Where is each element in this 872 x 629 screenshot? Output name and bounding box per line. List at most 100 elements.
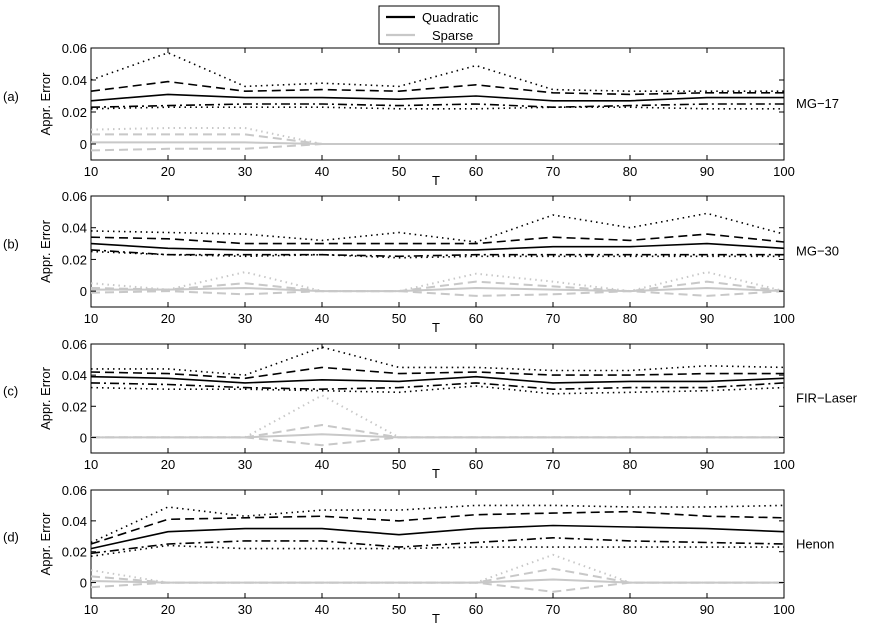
series-sparse-dotted-5 xyxy=(90,553,784,584)
series-quadratic-dotted-4 xyxy=(90,106,784,110)
legend-label-sparse: Sparse xyxy=(432,28,473,43)
y-tick-label: 0.02 xyxy=(62,399,87,414)
x-tick-label: 50 xyxy=(392,164,406,179)
y-axis-label: Appr. Error xyxy=(38,72,53,136)
y-tick-label: 0.04 xyxy=(62,73,87,88)
y-tick-label: 0.06 xyxy=(62,483,87,498)
x-tick-label: 100 xyxy=(773,311,795,326)
series-quadratic-solid-2 xyxy=(90,375,785,384)
dataset-label: MG−30 xyxy=(796,244,839,259)
series-quadratic-dashdot-3 xyxy=(90,103,784,108)
panel-label: (d) xyxy=(3,529,19,544)
x-axis-label: T xyxy=(432,320,440,335)
dataset-label: FIR−Laser xyxy=(796,391,858,406)
x-tick-label: 60 xyxy=(469,164,483,179)
x-tick-label: 30 xyxy=(238,311,252,326)
legend-box xyxy=(378,5,500,45)
x-tick-label: 50 xyxy=(392,311,406,326)
x-tick-label: 20 xyxy=(161,164,175,179)
x-axis-label: T xyxy=(432,466,440,481)
series-quadratic-dotted-4 xyxy=(90,250,784,259)
y-axis-label: Appr. Error xyxy=(38,219,53,283)
plot-frame xyxy=(90,343,785,454)
x-tick-label: 50 xyxy=(392,457,406,472)
y-tick-label: 0.02 xyxy=(62,105,87,120)
plot-frame xyxy=(90,47,785,161)
x-tick-label: 100 xyxy=(773,164,795,179)
legend: Quadratic Sparse xyxy=(378,5,500,45)
series-quadratic-dashdot-3 xyxy=(90,249,784,258)
series-sparse-dotted-5 xyxy=(91,394,784,439)
x-tick-label: 40 xyxy=(315,164,329,179)
series-quadratic-dashed-1 xyxy=(90,233,785,245)
x-tick-label: 80 xyxy=(623,457,637,472)
series-quadratic-dashdot-3 xyxy=(90,536,785,555)
y-tick-label: 0.04 xyxy=(62,368,87,383)
series-sparse-dashed-8 xyxy=(90,143,784,152)
series-quadratic-solid-2 xyxy=(90,93,784,102)
x-tick-label: 70 xyxy=(546,602,560,617)
y-tick-label: 0 xyxy=(80,576,87,591)
series-sparse-dotted-5 xyxy=(90,127,784,145)
x-tick-label: 10 xyxy=(84,164,98,179)
x-tick-label: 70 xyxy=(546,311,560,326)
dataset-label: Henon xyxy=(796,536,834,551)
series-sparse-dashed-6 xyxy=(91,424,784,439)
x-tick-label: 10 xyxy=(84,311,98,326)
legend-label-quadratic: Quadratic xyxy=(422,10,479,25)
x-tick-label: 30 xyxy=(238,457,252,472)
x-tick-label: 30 xyxy=(238,602,252,617)
x-tick-label: 20 xyxy=(161,457,175,472)
y-tick-label: 0.04 xyxy=(62,221,87,236)
x-tick-label: 40 xyxy=(315,311,329,326)
x-tick-label: 90 xyxy=(700,457,714,472)
y-axis-label: Appr. Error xyxy=(38,366,53,430)
x-tick-label: 20 xyxy=(161,311,175,326)
x-tick-label: 60 xyxy=(469,457,483,472)
y-tick-label: 0 xyxy=(80,284,87,299)
series-quadratic-solid-2 xyxy=(90,242,785,251)
x-tick-label: 70 xyxy=(546,164,560,179)
series-quadratic-dashed-1 xyxy=(90,510,785,545)
panel-label: (a) xyxy=(3,89,19,104)
series-quadratic-dotted-0 xyxy=(90,212,785,243)
x-tick-label: 70 xyxy=(546,457,560,472)
series-sparse-dashed-8 xyxy=(90,581,784,593)
panel-d: 10 20 30 40 50 60 70 80 90 100 0 0.02 0.04 0.06 Appr. … xyxy=(3,483,834,626)
y-tick-label: 0.02 xyxy=(62,252,87,267)
y-axis-label: Appr. Error xyxy=(38,512,53,576)
dataset-label: MG−17 xyxy=(796,96,839,111)
x-axis-label: T xyxy=(432,173,440,188)
y-tick-label: 0.06 xyxy=(62,41,87,56)
series-sparse-dashed-8 xyxy=(91,436,784,447)
x-tick-label: 50 xyxy=(392,602,406,617)
x-tick-label: 90 xyxy=(700,164,714,179)
y-tick-label: 0 xyxy=(80,430,87,445)
x-tick-label: 60 xyxy=(469,602,483,617)
panel-b: 10 20 30 40 50 60 70 80 90 100 0 0.02 0.04 0.06 Appr. … xyxy=(3,189,839,335)
series-quadratic-dashed-1 xyxy=(90,366,784,380)
series-sparse-solid-7 xyxy=(91,287,785,293)
x-tick-label: 100 xyxy=(773,457,795,472)
x-tick-label: 100 xyxy=(773,602,795,617)
x-tick-label: 10 xyxy=(84,602,98,617)
panel-label: (b) xyxy=(3,237,19,252)
series-quadratic-dashed-1 xyxy=(90,80,784,96)
y-tick-label: 0.04 xyxy=(62,514,87,529)
series-sparse-dashed-8 xyxy=(90,290,785,297)
series-sparse-dotted-5 xyxy=(90,271,785,293)
x-tick-label: 60 xyxy=(469,311,483,326)
x-tick-label: 90 xyxy=(700,311,714,326)
x-axis-label: T xyxy=(432,611,440,626)
series-sparse-dashed-6 xyxy=(90,567,784,584)
y-tick-label: 0.06 xyxy=(62,337,87,352)
series-quadratic-dotted-0 xyxy=(90,504,785,544)
y-tick-label: 0 xyxy=(80,137,87,152)
series-quadratic-dotted-4 xyxy=(90,385,785,395)
x-tick-label: 40 xyxy=(315,602,329,617)
x-tick-label: 10 xyxy=(84,457,98,472)
series-quadratic-dotted-4 xyxy=(90,544,784,558)
x-tick-label: 90 xyxy=(700,602,714,617)
y-tick-label: 0.02 xyxy=(62,545,87,560)
x-tick-label: 80 xyxy=(623,602,637,617)
